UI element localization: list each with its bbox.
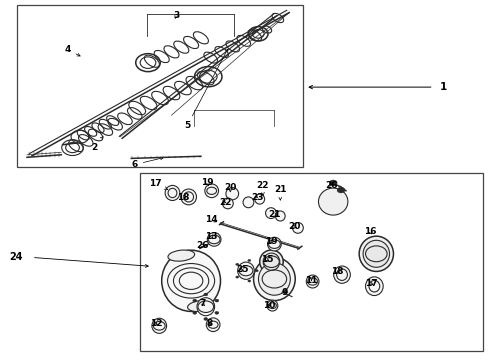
- Circle shape: [236, 263, 239, 265]
- Ellipse shape: [359, 236, 393, 271]
- Ellipse shape: [268, 237, 281, 251]
- Text: 9: 9: [282, 288, 289, 297]
- Text: 20: 20: [224, 184, 237, 192]
- Circle shape: [193, 299, 196, 302]
- Ellipse shape: [222, 198, 233, 209]
- Circle shape: [329, 180, 337, 186]
- Ellipse shape: [363, 240, 390, 267]
- Text: 8: 8: [207, 320, 213, 328]
- Text: 2: 2: [91, 137, 103, 152]
- Ellipse shape: [366, 277, 383, 296]
- Ellipse shape: [188, 300, 214, 312]
- Text: 10: 10: [263, 301, 276, 310]
- Circle shape: [215, 299, 219, 302]
- Circle shape: [248, 259, 251, 261]
- Ellipse shape: [275, 211, 285, 221]
- Text: 11: 11: [305, 276, 318, 284]
- Text: 16: 16: [364, 227, 376, 236]
- Text: 24: 24: [9, 252, 23, 262]
- Circle shape: [204, 293, 208, 296]
- Ellipse shape: [181, 189, 196, 205]
- Ellipse shape: [197, 298, 215, 316]
- Ellipse shape: [259, 263, 290, 295]
- Text: 12: 12: [149, 319, 162, 328]
- Circle shape: [215, 311, 219, 314]
- Ellipse shape: [255, 194, 265, 204]
- Text: 19: 19: [265, 238, 278, 246]
- Circle shape: [255, 270, 258, 272]
- Text: 23: 23: [251, 193, 264, 202]
- Text: 14: 14: [205, 215, 218, 224]
- Ellipse shape: [205, 184, 219, 198]
- Ellipse shape: [293, 222, 303, 233]
- Ellipse shape: [334, 266, 350, 283]
- Circle shape: [248, 280, 251, 282]
- Text: 4: 4: [64, 45, 80, 56]
- Ellipse shape: [306, 275, 319, 288]
- Circle shape: [337, 187, 345, 193]
- Ellipse shape: [260, 250, 283, 274]
- Ellipse shape: [206, 318, 220, 332]
- Text: 3: 3: [173, 10, 179, 19]
- Ellipse shape: [263, 253, 280, 270]
- Text: 17: 17: [149, 179, 168, 189]
- Ellipse shape: [162, 250, 220, 311]
- Ellipse shape: [238, 262, 254, 279]
- Ellipse shape: [152, 318, 167, 333]
- Text: 25: 25: [236, 266, 248, 274]
- Text: 17: 17: [365, 279, 378, 288]
- Text: 1: 1: [440, 82, 447, 92]
- Text: 19: 19: [201, 177, 214, 186]
- Text: 20: 20: [288, 222, 300, 231]
- Circle shape: [204, 318, 208, 320]
- Ellipse shape: [254, 257, 295, 301]
- Text: 21: 21: [274, 184, 287, 200]
- Circle shape: [193, 311, 196, 314]
- Bar: [140, 173, 483, 351]
- Ellipse shape: [207, 233, 221, 246]
- Ellipse shape: [165, 185, 180, 201]
- Text: 26: 26: [196, 241, 209, 250]
- Ellipse shape: [266, 208, 276, 219]
- Text: 22: 22: [219, 198, 232, 207]
- Text: 7: 7: [199, 299, 206, 307]
- Text: 22: 22: [256, 181, 269, 196]
- Text: 5: 5: [184, 49, 228, 130]
- Text: 21: 21: [268, 210, 281, 219]
- Text: 18: 18: [177, 193, 190, 202]
- Text: 15: 15: [261, 256, 274, 264]
- Ellipse shape: [267, 300, 278, 311]
- Ellipse shape: [168, 250, 195, 261]
- Text: 13: 13: [205, 232, 218, 241]
- Text: 6: 6: [132, 157, 163, 169]
- Ellipse shape: [318, 188, 348, 215]
- Text: 18: 18: [331, 267, 343, 276]
- Ellipse shape: [243, 197, 254, 208]
- Circle shape: [236, 276, 239, 278]
- Text: 26: 26: [325, 180, 338, 189]
- Ellipse shape: [226, 188, 239, 200]
- Bar: [17, 5, 303, 167]
